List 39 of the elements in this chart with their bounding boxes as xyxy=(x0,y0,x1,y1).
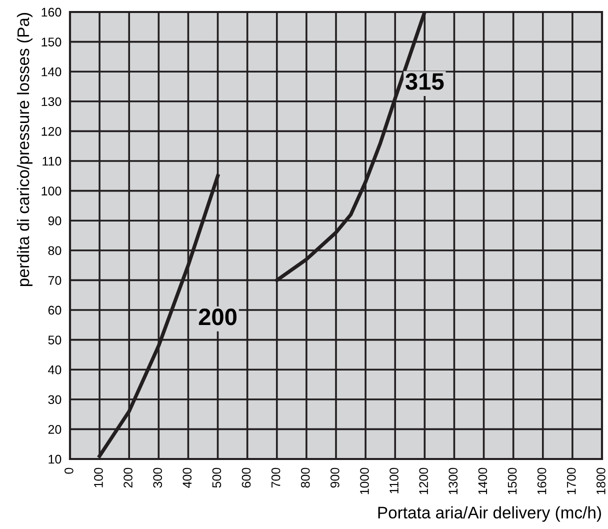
y-tick-label: 150 xyxy=(42,38,62,46)
y-axis-title: perdita di carico/pressure losses (Pa) xyxy=(16,13,32,286)
x-tick-label: 1800 xyxy=(596,468,606,494)
y-tick-label: 70 xyxy=(48,276,62,285)
y-tick-label: 80 xyxy=(48,246,62,256)
x-tick-label: 800 xyxy=(300,468,310,488)
y-tick-label: 120 xyxy=(42,127,62,136)
x-tick-label: 1600 xyxy=(537,468,546,494)
x-tick-label: 300 xyxy=(153,468,162,488)
x-axis-title: Portata aria/Air delivery (mc/h) xyxy=(378,506,601,522)
x-tick-label: 600 xyxy=(242,468,251,488)
y-tick-label: 10 xyxy=(48,454,62,464)
x-tick-label: 100 xyxy=(94,468,103,488)
x-tick-label: 1400 xyxy=(478,468,488,494)
x-tick-label: 1500 xyxy=(508,468,517,494)
x-tick-label: 0 xyxy=(64,468,74,474)
y-tick-label: 130 xyxy=(42,97,62,106)
y-tick-label: 110 xyxy=(42,156,62,166)
y-tick-label: 90 xyxy=(48,216,62,226)
x-tick-label: 1000 xyxy=(360,468,369,494)
y-tick-label: 60 xyxy=(48,306,62,315)
y-tick-label: 100 xyxy=(42,186,62,196)
y-tick-label: 50 xyxy=(48,336,62,344)
x-tick-label: 200 xyxy=(124,468,132,488)
x-tick-label: 1100 xyxy=(390,468,398,494)
y-tick-label: 140 xyxy=(42,67,62,76)
x-tick-label: 500 xyxy=(212,468,222,488)
annotation: 200 xyxy=(198,308,237,326)
y-tick-label: 40 xyxy=(48,365,62,374)
x-tick-label: 1300 xyxy=(448,468,458,494)
y-tick-label: 30 xyxy=(48,395,62,404)
x-tick-label: 400 xyxy=(182,468,192,488)
x-tick-label: 700 xyxy=(271,468,280,488)
y-tick-label: 160 xyxy=(42,8,62,17)
x-tick-label: 1700 xyxy=(566,468,576,494)
x-tick-label: 1200 xyxy=(419,468,428,494)
annotation: 315 xyxy=(406,73,444,90)
y-tick-label: 20 xyxy=(48,425,62,434)
x-tick-label: 900 xyxy=(330,468,340,488)
